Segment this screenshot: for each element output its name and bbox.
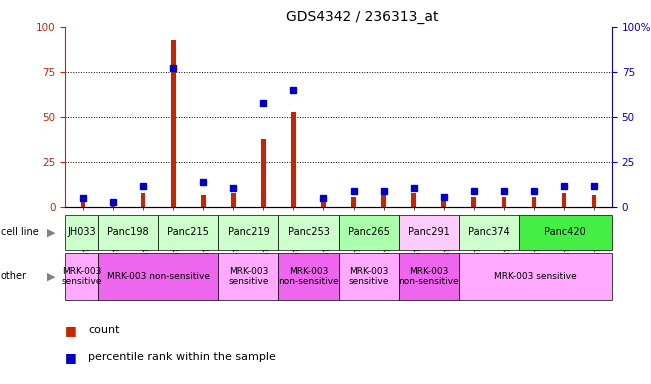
Text: Panc198: Panc198 xyxy=(107,227,149,237)
Text: MRK-003 sensitive: MRK-003 sensitive xyxy=(494,272,577,281)
Bar xyxy=(231,193,236,207)
Text: percentile rank within the sample: percentile rank within the sample xyxy=(88,352,276,362)
Text: JH033: JH033 xyxy=(67,227,96,237)
Text: MRK-003 non-sensitive: MRK-003 non-sensitive xyxy=(107,272,210,281)
Bar xyxy=(398,215,459,250)
Text: MRK-003
non-sensitive: MRK-003 non-sensitive xyxy=(278,267,339,286)
Bar xyxy=(501,197,506,207)
Text: other: other xyxy=(1,271,27,281)
Bar xyxy=(441,198,446,207)
Bar xyxy=(381,195,386,207)
Bar xyxy=(411,193,416,207)
Text: Panc215: Panc215 xyxy=(167,227,209,237)
Text: Panc291: Panc291 xyxy=(408,227,450,237)
Text: ■: ■ xyxy=(65,324,77,337)
Bar xyxy=(65,215,98,250)
Bar xyxy=(261,139,266,207)
Bar xyxy=(279,253,339,300)
Bar xyxy=(471,197,476,207)
Bar xyxy=(339,253,398,300)
Text: Panc420: Panc420 xyxy=(544,227,587,237)
Bar xyxy=(218,253,279,300)
Bar xyxy=(218,215,279,250)
Bar xyxy=(291,112,296,207)
Text: cell line: cell line xyxy=(1,227,38,237)
Text: Panc219: Panc219 xyxy=(227,227,270,237)
Bar xyxy=(201,195,206,207)
Bar xyxy=(532,197,536,207)
Bar xyxy=(352,197,356,207)
Bar xyxy=(398,253,459,300)
Text: GDS4342 / 236313_at: GDS4342 / 236313_at xyxy=(286,10,439,23)
Bar xyxy=(459,215,519,250)
Text: Panc253: Panc253 xyxy=(288,227,329,237)
Text: ▶: ▶ xyxy=(47,227,55,237)
Bar xyxy=(519,215,612,250)
Bar xyxy=(65,253,98,300)
Bar xyxy=(98,253,218,300)
Bar xyxy=(171,40,176,207)
Bar xyxy=(562,193,566,207)
Bar xyxy=(158,215,218,250)
Text: MRK-003
sensitive: MRK-003 sensitive xyxy=(61,267,102,286)
Bar xyxy=(111,200,115,207)
Bar xyxy=(81,198,85,207)
Text: MRK-003
non-sensitive: MRK-003 non-sensitive xyxy=(398,267,459,286)
Text: count: count xyxy=(88,325,119,335)
Text: Panc265: Panc265 xyxy=(348,227,389,237)
Text: MRK-003
sensitive: MRK-003 sensitive xyxy=(348,267,389,286)
Bar xyxy=(339,215,398,250)
Text: ▶: ▶ xyxy=(47,271,55,281)
Text: MRK-003
sensitive: MRK-003 sensitive xyxy=(228,267,269,286)
Bar xyxy=(321,200,326,207)
Bar xyxy=(592,195,596,207)
Bar xyxy=(141,193,145,207)
Text: Panc374: Panc374 xyxy=(468,227,510,237)
Bar xyxy=(459,253,612,300)
Bar xyxy=(279,215,339,250)
Bar xyxy=(98,215,158,250)
Text: ■: ■ xyxy=(65,351,77,364)
